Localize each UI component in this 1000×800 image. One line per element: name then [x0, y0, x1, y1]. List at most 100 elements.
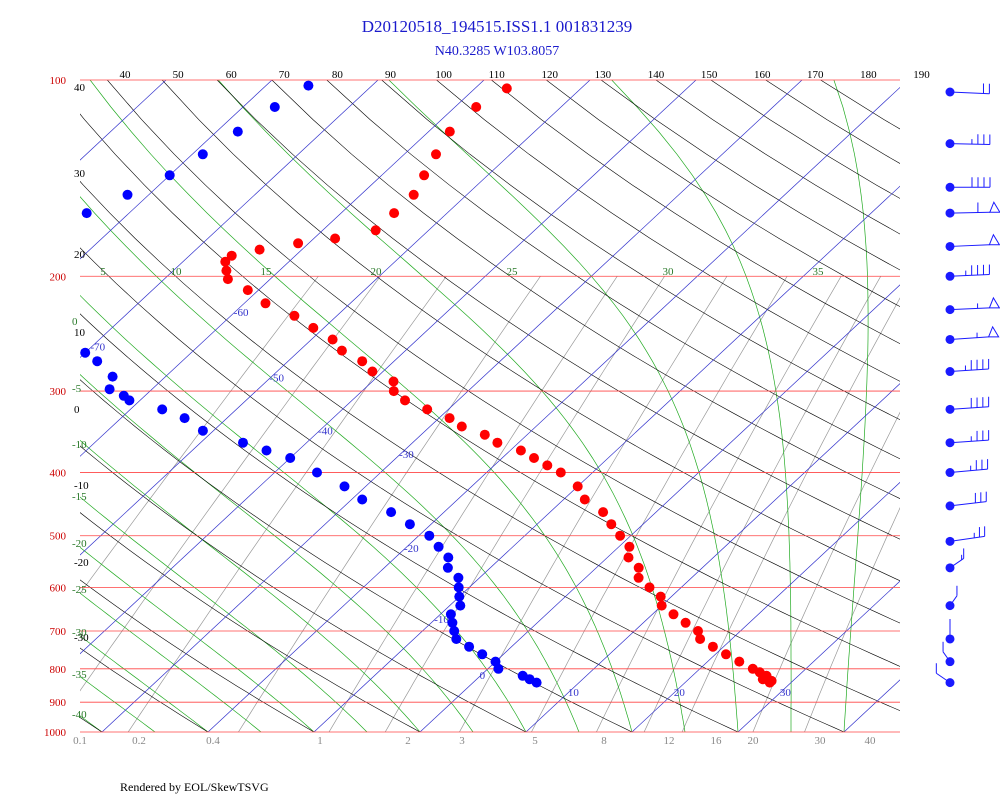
dewpoint-point	[107, 371, 118, 382]
isotherm-line	[737, 580, 900, 732]
chart-title: D20120518_194515.ISS1.1 001831239	[362, 17, 633, 36]
moist-adiabat-left-label: -15	[72, 491, 87, 503]
dewpoint-point	[10, 285, 20, 295]
wind-barb-staff	[942, 651, 951, 662]
wind-barb-staff	[949, 244, 990, 247]
isotherm-line	[80, 80, 591, 556]
isotherm-line	[950, 80, 1000, 732]
wind-barb	[945, 296, 1000, 315]
wind-barb-staff	[949, 595, 958, 606]
isotherm-line	[419, 284, 900, 732]
dry-adiabat-line	[216, 80, 900, 540]
moist-adiabat-label: 30	[663, 266, 675, 278]
dry-adiabat-line	[80, 180, 900, 712]
dewpoint-point	[443, 552, 454, 563]
dewpoint-point	[386, 507, 397, 518]
moist-adiabat-left-label: -10	[72, 439, 87, 451]
dewpoint-point	[164, 170, 175, 181]
moist-adiabat-label: 5	[100, 266, 106, 278]
temperature-point	[388, 386, 399, 397]
moist-adiabat-lines	[80, 80, 869, 732]
wind-barb	[945, 134, 991, 149]
mixing-ratio-label: 3	[459, 735, 465, 747]
pressure-label: 700	[50, 626, 67, 638]
isotherm-label: -10	[434, 614, 449, 626]
dewpoint-point	[424, 530, 435, 541]
mixing-ratio-line	[804, 507, 900, 732]
temperature-point	[633, 572, 644, 583]
dry-adiabat-line	[436, 80, 900, 382]
dry-adiabat-line	[80, 247, 845, 732]
temperature-point	[680, 617, 691, 628]
wind-barb	[945, 585, 958, 611]
isotherm-line	[207, 86, 900, 732]
temperature-point	[501, 83, 512, 94]
isotherm-label: 20	[674, 687, 686, 699]
dewpoint-point	[63, 335, 73, 345]
dry-adiabat-label: 50	[173, 69, 185, 81]
dewpoint-point	[27, 298, 37, 308]
dewpoint-point	[197, 425, 208, 436]
moist-adiabat-label: 25	[507, 266, 519, 278]
temperature-point	[615, 530, 626, 541]
dry-adiabat-label: 90	[385, 69, 397, 81]
dewpoint-point	[104, 384, 115, 395]
temperature-point	[695, 634, 706, 644]
dewpoint-point	[447, 617, 458, 628]
mixing-ratio-label: 30	[815, 735, 827, 747]
moist-adiabat-line	[218, 80, 686, 732]
temperature-point	[542, 460, 553, 471]
mixing-ratio-label: 1	[317, 735, 323, 747]
wind-barb-flag	[988, 233, 1000, 246]
isotherm-label: -70	[91, 342, 106, 354]
temperature-point	[529, 453, 539, 463]
dewpoint-point	[464, 641, 475, 652]
dewpoint-point	[42, 225, 52, 235]
dry-adiabat-label: 110	[489, 69, 506, 81]
dewpoint-point	[2, 234, 12, 244]
wind-barb-staff	[936, 672, 951, 684]
dry-adiabat-line	[600, 80, 900, 271]
dewpoint-point	[122, 189, 133, 200]
isotherm-label: 0	[480, 670, 486, 682]
wind-barb-staff	[949, 143, 990, 145]
isotherm-line	[80, 80, 485, 457]
temperature-point	[515, 445, 526, 456]
wind-barb-staff	[949, 558, 964, 569]
temperature-point	[226, 250, 237, 261]
mixing-ratio-line	[384, 276, 665, 732]
wind-barb	[945, 430, 990, 448]
isotherm-lines	[80, 80, 1000, 732]
dewpoint-point	[238, 437, 248, 448]
dewpoint-point	[157, 404, 168, 415]
temperature-point	[357, 356, 368, 367]
moist-adiabat-left-label: -5	[72, 383, 82, 395]
dewpoint-point	[303, 80, 314, 91]
dewpoint-point	[261, 445, 272, 456]
dewpoint-point	[453, 582, 464, 593]
wind-barb	[945, 264, 990, 281]
dry-adiabat-line	[491, 80, 900, 344]
wind-barb	[945, 618, 955, 644]
temperature-point	[606, 519, 617, 530]
dry-adiabat-line	[161, 80, 900, 582]
dry-adiabat-line	[80, 113, 900, 667]
footer-credit: Rendered by EOL/SkewTSVG	[120, 780, 269, 794]
temperature-point	[370, 225, 381, 236]
moist-adiabat-left-label: -35	[72, 669, 87, 681]
wind-barb-flag	[988, 296, 1000, 309]
moist-adiabat-left-label: -25	[72, 584, 87, 596]
moist-adiabat-line	[89, 80, 633, 732]
wind-barb-staff	[949, 211, 990, 214]
moist-adiabat-line	[833, 80, 869, 732]
pressure-label: 900	[50, 697, 67, 709]
pressure-label: 600	[50, 582, 67, 594]
temperature-point	[579, 494, 590, 505]
wind-barb-staff	[949, 336, 989, 340]
temperature-point	[367, 366, 378, 377]
mixing-ratio-label: 12	[664, 735, 675, 747]
wind-barb-staff	[949, 501, 987, 507]
temperature-point	[388, 376, 399, 387]
dry-adiabat-left-label: 40	[74, 82, 86, 94]
